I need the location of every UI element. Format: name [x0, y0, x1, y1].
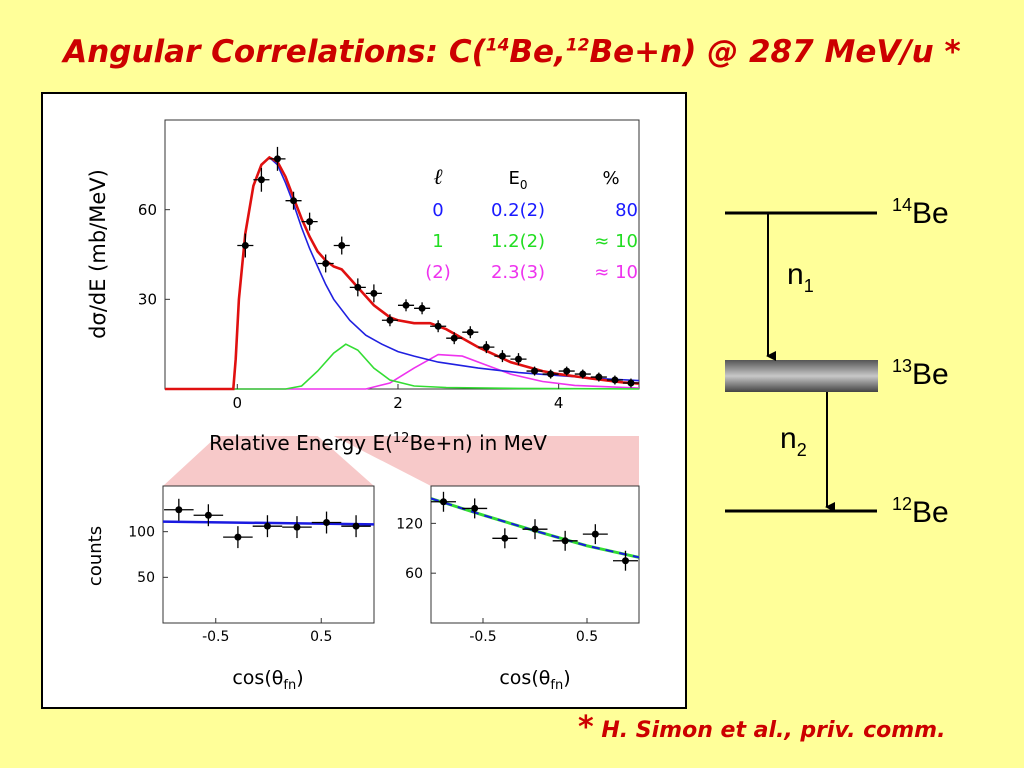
legend-pct-value: 80 [615, 200, 638, 221]
curve-l2 [165, 353, 640, 390]
main-data-point [434, 322, 442, 330]
main-data-point [547, 370, 555, 378]
legend-header-l: ℓ [433, 165, 443, 190]
main-data-point [482, 343, 490, 351]
left-xtick-label: -0.5 [202, 629, 229, 645]
legend-header-e0: E0 [508, 168, 527, 192]
right-data-point [501, 534, 509, 542]
left-data-point [204, 511, 212, 519]
legend: ℓ E0 % 0 0.2(2) 80 1 1.2(2) ≈ 10 (2) 2.3(3) ≈ 10 [425, 165, 638, 283]
main-data-point [402, 301, 410, 309]
left-data-point [234, 533, 242, 541]
main-data-point [563, 367, 571, 375]
legend-l-value: 1 [432, 231, 443, 252]
left-y-axis-label: counts [85, 526, 106, 586]
legend-l-value: (2) [425, 262, 451, 283]
main-data-point [595, 373, 603, 381]
legend-e0-value: 2.3(3) [491, 262, 545, 283]
left-xtick-label: 0.5 [310, 629, 332, 645]
left-data-point [352, 522, 360, 530]
legend-e0-value: 0.2(2) [491, 200, 545, 221]
main-data-point [418, 304, 426, 312]
right-x-axis-label: cos(θfn) [499, 667, 570, 693]
left-x-axis-label: cos(θfn) [232, 667, 303, 693]
main-data-point [354, 283, 362, 291]
main-data-point [306, 218, 314, 226]
main-x-axis-label: Relative Energy E(12Be+n) in MeV [209, 431, 547, 455]
right-data-point [621, 557, 629, 565]
main-ytick-label: 60 [138, 201, 157, 219]
main-data-point [611, 376, 619, 384]
main-data-point [370, 289, 378, 297]
main-data-point [466, 328, 474, 336]
legend-pct-value: ≈ 10 [594, 231, 638, 252]
main-data-point [514, 355, 522, 363]
right-ytick-label: 120 [396, 516, 423, 532]
left-data-point [263, 522, 271, 530]
footnote-star: * [578, 710, 594, 745]
footnote-text: H. Simon et al., priv. comm. [593, 718, 946, 743]
left-ytick-label: 50 [137, 570, 155, 586]
left-data-point [175, 506, 183, 514]
main-data-point [498, 352, 506, 360]
zoom-wedge-right [333, 436, 639, 486]
main-spectrum-chart: 0 2 4 30 60 dσ/dE (mb/MeV) Relative Energy E… [86, 119, 640, 455]
legend-header-pct: % [602, 168, 619, 189]
footnote: * H. Simon et al., priv. comm. [578, 710, 945, 745]
right-data-point [591, 530, 599, 538]
main-xtick-label: 4 [554, 394, 564, 412]
right-data-point [439, 498, 447, 506]
label-12be: 12Be [892, 494, 949, 529]
main-data-point [386, 316, 394, 324]
left-plot-frame [162, 485, 375, 624]
label-n2: n2 [780, 422, 807, 460]
angular-chart-left: -0.5 0.5 50 100 counts cos(θfn) [85, 485, 375, 693]
slide-title: Angular Correlations: C(14Be,12Be+n) @ 2… [63, 34, 961, 70]
main-ytick-label: 30 [138, 291, 157, 309]
right-xtick-label: 0.5 [576, 629, 598, 645]
right-xtick-label: -0.5 [469, 629, 496, 645]
right-data-point [531, 525, 539, 533]
zoom-wedges [163, 436, 639, 486]
curve-l1 [165, 343, 640, 390]
main-xtick-label: 0 [233, 394, 243, 412]
right-ytick-label: 60 [405, 566, 423, 582]
main-y-axis-label: dσ/dE (mb/MeV) [86, 169, 110, 339]
figure-panel: 0 2 4 30 60 dσ/dE (mb/MeV) Relative Energy E… [41, 92, 687, 709]
main-data-point [579, 370, 587, 378]
left-ytick-label: 100 [128, 525, 155, 541]
main-data-point [322, 259, 330, 267]
legend-l-value: 0 [432, 200, 443, 221]
level-band-13be [725, 360, 878, 392]
label-13be: 13Be [892, 356, 949, 391]
main-xtick-label: 2 [393, 394, 403, 412]
main-data-point [450, 334, 458, 342]
main-data-point [257, 176, 265, 184]
figure-chart-svg: 0 2 4 30 60 dσ/dE (mb/MeV) Relative Energy E… [85, 119, 640, 693]
label-14be: 14Be [892, 195, 949, 230]
main-data-point [290, 197, 298, 205]
main-data-point [241, 242, 249, 250]
main-data-point [338, 242, 346, 250]
right-plot-frame [430, 485, 640, 624]
main-data-point [627, 379, 635, 387]
legend-pct-value: ≈ 10 [594, 262, 638, 283]
label-n1: n1 [787, 258, 814, 296]
zoom-wedge-left [163, 436, 374, 486]
right-data-point [471, 504, 479, 512]
main-data-point [273, 155, 281, 163]
left-data-point [293, 523, 301, 531]
right-data-point [561, 537, 569, 545]
legend-e0-value: 1.2(2) [491, 231, 545, 252]
level-scheme-diagram: 14Be 13Be 12Be n1 n2 [725, 195, 949, 529]
left-data-point [323, 519, 331, 527]
curve-total [165, 155, 640, 391]
main-data-point [531, 367, 539, 375]
angular-chart-right: -0.5 0.5 60 120 cos(θfn) [396, 485, 640, 693]
